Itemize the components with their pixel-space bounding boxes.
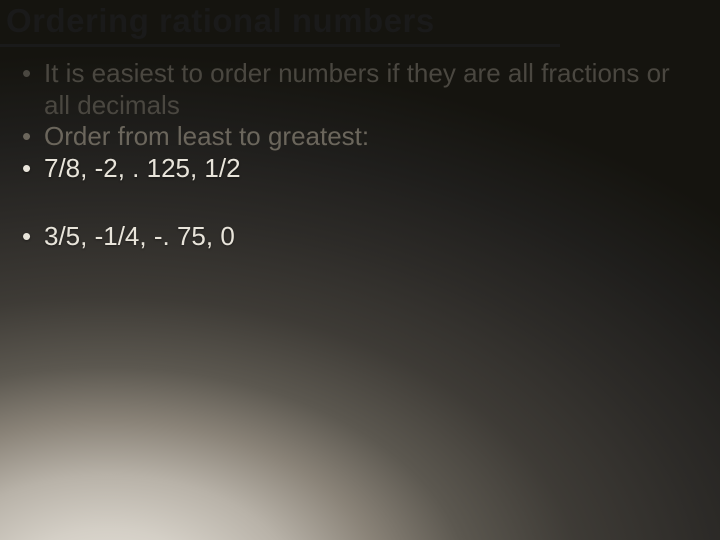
bullet-item: • Order from least to greatest:	[22, 121, 690, 153]
bullet-item: • 7/8, -2, . 125, 1/2	[22, 153, 690, 185]
bullet-item: • It is easiest to order numbers if they…	[22, 58, 690, 121]
slide: Ordering rational numbers • It is easies…	[0, 0, 720, 540]
bullet-gap	[22, 185, 690, 221]
bullet-text: Order from least to greatest:	[44, 121, 690, 153]
slide-body: • It is easiest to order numbers if they…	[22, 58, 690, 253]
bullet-marker: •	[22, 58, 44, 90]
bullet-item: • 3/5, -1/4, -. 75, 0	[22, 221, 690, 253]
bullet-text: 3/5, -1/4, -. 75, 0	[44, 221, 690, 253]
title-underline	[0, 44, 560, 47]
slide-title: Ordering rational numbers	[6, 2, 435, 40]
bullet-text: 7/8, -2, . 125, 1/2	[44, 153, 690, 185]
bullet-marker: •	[22, 153, 44, 185]
bullet-marker: •	[22, 221, 44, 253]
bullet-marker: •	[22, 121, 44, 153]
bullet-text: It is easiest to order numbers if they a…	[44, 58, 690, 121]
